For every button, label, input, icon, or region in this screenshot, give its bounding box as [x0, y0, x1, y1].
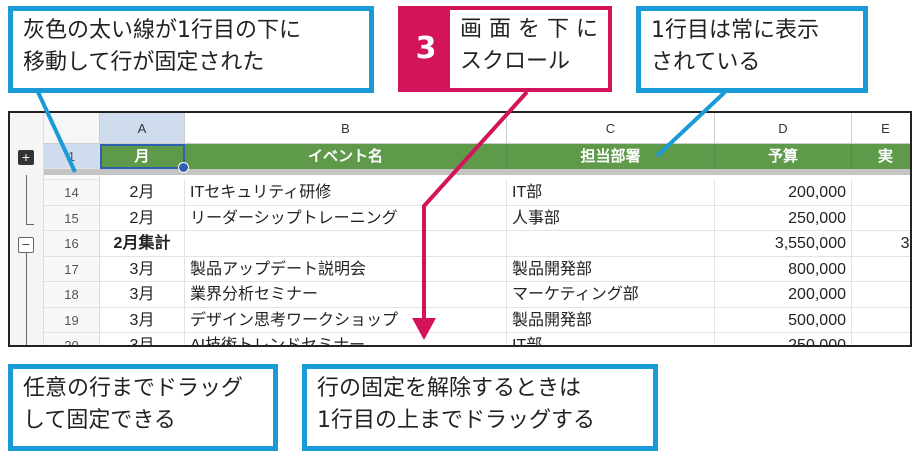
table-cell[interactable]: 製品開発部	[507, 256, 715, 282]
column-header-E[interactable]: E	[852, 113, 910, 144]
row-header[interactable]: 16	[44, 231, 100, 257]
table-cell[interactable]: IT部	[507, 333, 715, 345]
group-line	[26, 175, 34, 225]
table-cell[interactable]: 3月	[100, 333, 185, 345]
row-header[interactable]: 17	[44, 256, 100, 282]
table-cell[interactable]: ITセキュリティ研修	[185, 180, 507, 206]
freeze-bar-handle[interactable]	[44, 169, 910, 175]
table-cell[interactable]: 200,000	[715, 282, 852, 308]
row-header[interactable]: 15	[44, 205, 100, 231]
table-cell[interactable]: 製品開発部	[507, 307, 715, 333]
table-cell[interactable]: マーケティング部	[507, 282, 715, 308]
frozen-header-cell[interactable]: 予算	[715, 144, 852, 169]
pointer-line-left	[36, 91, 77, 173]
table-cell[interactable]: 3月	[100, 307, 185, 333]
step-text: 画 面 を 下 に スクロール	[460, 17, 598, 74]
table-cell[interactable]: 3月	[100, 256, 185, 282]
frozen-header-cell[interactable]: 月	[100, 144, 185, 169]
callout-freeze-line: 灰色の太い線が1行目の下に 移動して行が固定された	[8, 6, 374, 93]
frozen-header-cell[interactable]: 担当部署	[507, 144, 715, 169]
table-cell[interactable]: デザイン思考ワークショップ	[185, 307, 507, 333]
table-cell[interactable]: 200,000	[715, 180, 852, 206]
row-header[interactable]: 14	[44, 180, 100, 206]
table-cell[interactable]: 3月	[100, 282, 185, 308]
table-cell[interactable]: 2月集計	[100, 231, 185, 257]
row-header[interactable]: 20	[44, 333, 100, 345]
table-cell[interactable]	[852, 308, 910, 333]
selection-fill-handle[interactable]	[178, 162, 189, 173]
frozen-header-cell[interactable]: 実	[852, 144, 910, 169]
frozen-header-cell[interactable]: イベント名	[185, 144, 507, 169]
table-cell[interactable]: 製品アップデート説明会	[185, 256, 507, 282]
scroll-arrow	[422, 90, 529, 322]
column-header-B[interactable]: B	[185, 113, 507, 144]
group-line	[26, 253, 27, 345]
table-cell[interactable]: 2月	[100, 180, 185, 206]
table-cell[interactable]: 3,	[852, 231, 910, 257]
table-cell[interactable]: リーダーシップトレーニング	[185, 205, 507, 231]
table-cell[interactable]: 業界分析セミナー	[185, 282, 507, 308]
table-cell[interactable]: 800,000	[715, 256, 852, 282]
row-header[interactable]: 18	[44, 282, 100, 308]
step-number: 3	[402, 10, 450, 88]
table-cell[interactable]	[852, 180, 910, 206]
table-cell[interactable]	[852, 257, 910, 282]
callout-drag-freeze: 任意の行までドラッグ して固定できる	[8, 364, 278, 451]
table-cell[interactable]: IT部	[507, 180, 715, 206]
column-header-A[interactable]: A	[100, 113, 185, 144]
table-cell[interactable]: 人事部	[507, 205, 715, 231]
table-cell[interactable]	[507, 231, 715, 257]
column-header-D[interactable]: D	[715, 113, 852, 144]
table-cell[interactable]: 250,000	[715, 333, 852, 345]
table-cell[interactable]	[852, 206, 910, 231]
table-cell[interactable]: 2月	[100, 205, 185, 231]
step-callout: 3 画 面 を 下 に スクロール	[398, 6, 612, 92]
callout-unfreeze: 行の固定を解除するときは 1行目の上までドラッグする	[302, 364, 658, 451]
expand-group-icon[interactable]: +	[18, 150, 34, 165]
table-cell[interactable]: 500,000	[715, 307, 852, 333]
table-cell[interactable]	[852, 282, 910, 308]
column-header-C[interactable]: C	[507, 113, 715, 144]
table-cell[interactable]	[185, 231, 507, 257]
row-header[interactable]: 19	[44, 307, 100, 333]
group-gutter: + −	[10, 113, 44, 345]
callout-row1-visible: 1行目は常に表示 されている	[636, 6, 868, 93]
table-cell[interactable]: 3,550,000	[715, 231, 852, 257]
collapse-group-icon[interactable]: −	[18, 237, 34, 253]
scroll-arrow-head	[412, 318, 436, 340]
pointer-line-right	[655, 90, 727, 158]
table-cell[interactable]: AI技術トレンドセミナー	[185, 333, 507, 345]
table-cell[interactable]: 250,000	[715, 205, 852, 231]
